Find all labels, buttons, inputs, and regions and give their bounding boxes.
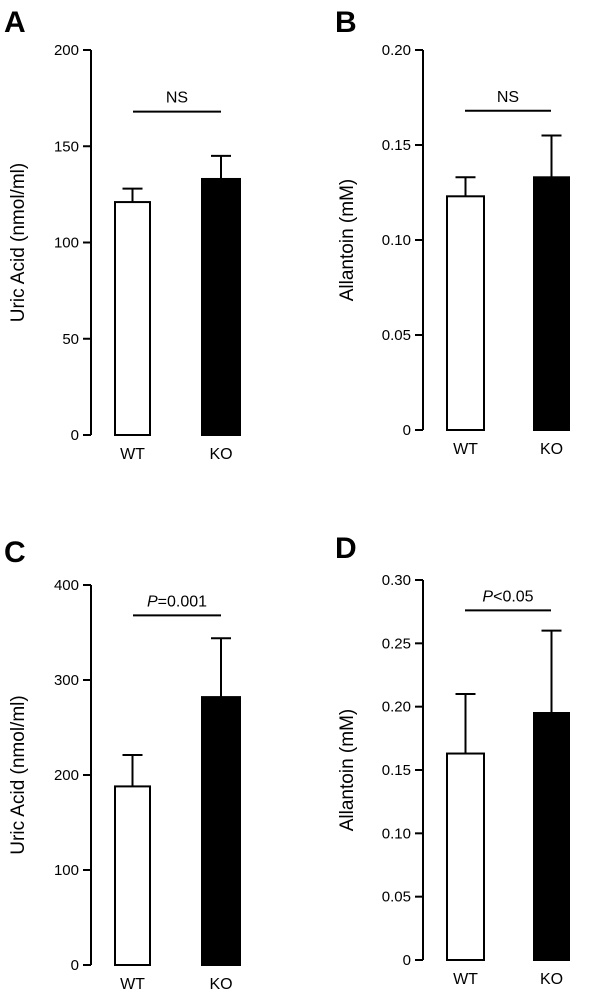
x-tick-label: KO [209, 446, 232, 463]
y-tick-label: 0 [403, 422, 411, 439]
x-tick-label: WT [120, 446, 145, 463]
y-tick-label: 0.20 [382, 42, 411, 59]
y-axis-label: Uric Acid (nmol/ml) [8, 163, 29, 322]
significance-label: P=0.001 [147, 593, 207, 610]
x-tick-label: WT [120, 976, 145, 993]
significance-prefix: P [482, 588, 493, 605]
x-tick-label: KO [540, 971, 563, 988]
y-tick-label: 400 [54, 577, 79, 594]
bar-ko [533, 712, 570, 961]
y-axis-label: Uric Acid (nmol/ml) [8, 695, 29, 854]
significance-text: NS [497, 89, 519, 106]
panel-letter: B [335, 6, 357, 39]
significance-prefix: P [147, 593, 158, 610]
x-tick-label: WT [453, 441, 478, 458]
significance-text: <0.05 [493, 588, 534, 605]
y-tick-label: 0 [71, 427, 79, 444]
panel-letter: A [4, 6, 26, 39]
y-tick-label: 0.15 [382, 137, 411, 154]
y-tick-label: 300 [54, 672, 79, 689]
y-tick-label: 0.25 [382, 635, 411, 652]
y-tick-label: 0.05 [382, 889, 411, 906]
x-tick-label: WT [453, 971, 478, 988]
y-tick-label: 0.20 [382, 699, 411, 716]
bar-wt [114, 201, 151, 436]
x-tick-label: KO [540, 441, 563, 458]
significance-text: NS [166, 90, 188, 107]
y-tick-label: 0.30 [382, 572, 411, 589]
bar-wt [114, 785, 151, 967]
significance-label: NS [166, 90, 188, 107]
bar-ko [201, 696, 241, 966]
panel-d: D 0 0.05 0.10 0.15 0.20 0.25 0.30 Allantoin (mM)… [335, 532, 570, 988]
panel-c: C 0 100 200 300 400 Uric Acid (nmol/ml) WT KO P=0… [4, 536, 241, 993]
significance-text: =0.001 [158, 593, 207, 610]
panel-letter: D [335, 532, 357, 565]
y-tick-label: 100 [54, 862, 79, 879]
y-tick-label: 0.05 [382, 327, 411, 344]
y-axis-label: Allantoin (mM) [337, 709, 358, 831]
bar-wt [446, 752, 485, 961]
bar-ko [533, 176, 570, 431]
bar-wt [446, 195, 485, 431]
y-tick-label: 200 [54, 767, 79, 784]
significance-label: P<0.05 [482, 588, 533, 605]
y-tick-label: 0 [71, 957, 79, 974]
y-tick-label: 0.10 [382, 232, 411, 249]
y-tick-label: 0.10 [382, 825, 411, 842]
panel-b: B 0 0.05 0.10 0.15 0.20 Allantoin (mM) WT KO NS [335, 6, 570, 458]
y-tick-label: 150 [54, 138, 79, 155]
y-tick-label: 200 [54, 42, 79, 59]
y-tick-label: 0.15 [382, 762, 411, 779]
y-tick-label: 50 [62, 331, 79, 348]
panel-letter: C [4, 536, 26, 569]
y-tick-label: 100 [54, 235, 79, 252]
bar-ko [201, 177, 241, 436]
y-axis-label: Allantoin (mM) [337, 179, 358, 301]
x-tick-label: KO [209, 976, 232, 993]
y-tick-label: 0 [403, 952, 411, 969]
panel-a: A 0 50 100 150 200 Uric Acid (nmol/ml) WT KO NS [4, 6, 241, 463]
significance-label: NS [497, 89, 519, 106]
